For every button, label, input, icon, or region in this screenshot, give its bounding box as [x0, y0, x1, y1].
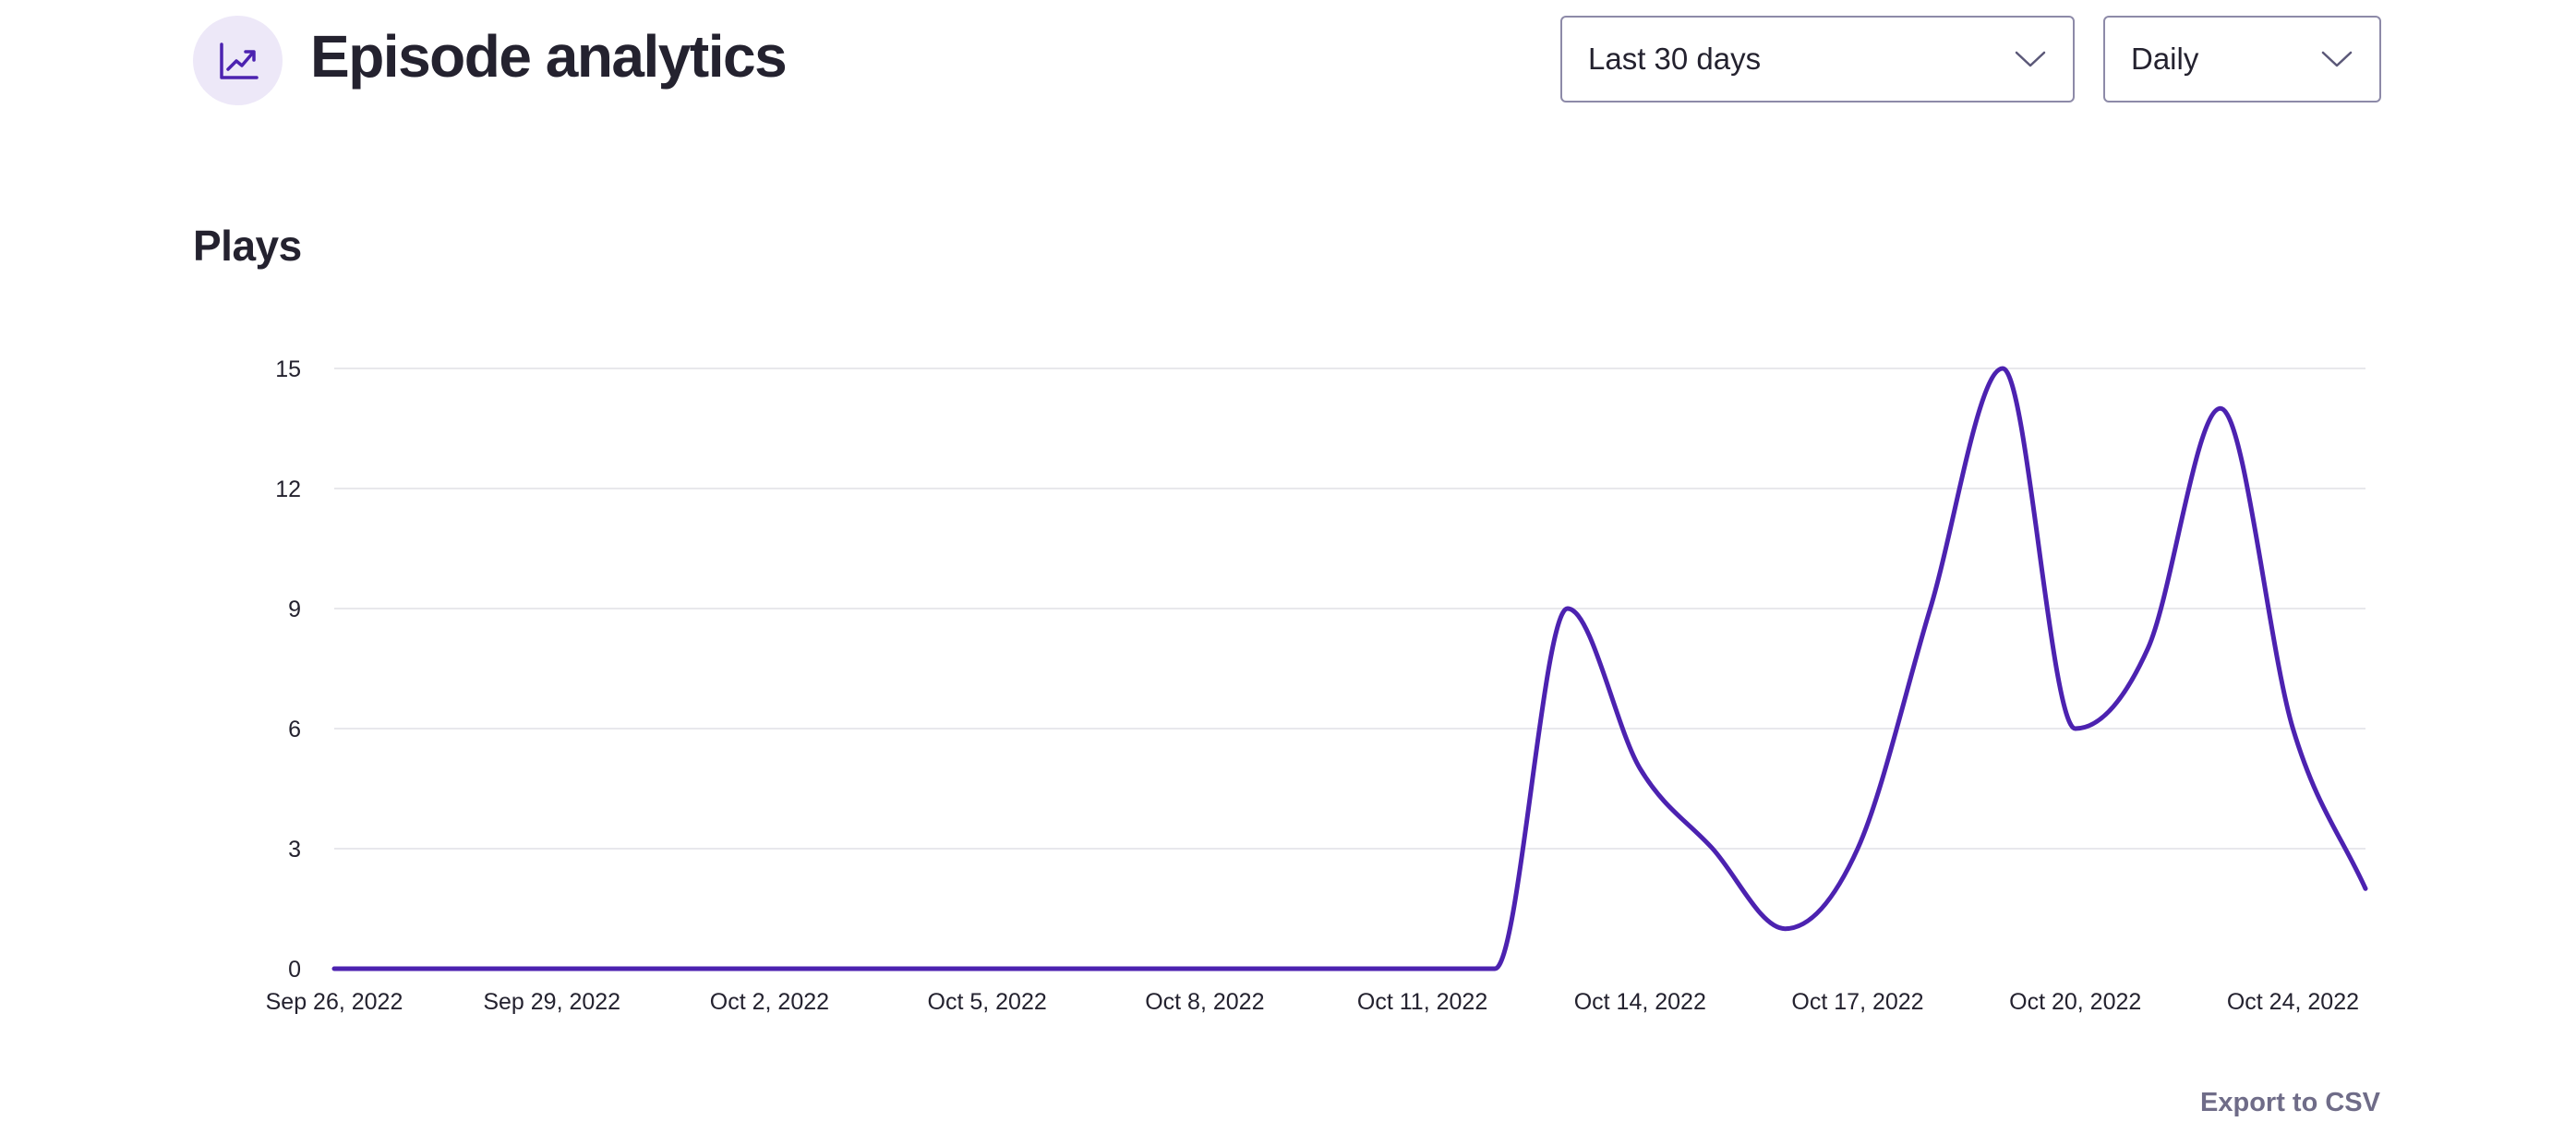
- x-tick-label: Oct 11, 2022: [1357, 989, 1487, 1015]
- trending-chart-icon: [219, 42, 259, 79]
- x-tick-label: Sep 26, 2022: [266, 989, 403, 1015]
- y-tick-label: 15: [275, 356, 301, 382]
- data-point: [1202, 967, 1207, 971]
- data-point: [912, 967, 917, 971]
- chevron-down-icon: [2015, 51, 2046, 67]
- data-point: [2146, 646, 2150, 651]
- x-tick-label: Oct 8, 2022: [1145, 989, 1264, 1015]
- data-point: [622, 967, 627, 971]
- x-tick-label: Oct 20, 2022: [2009, 989, 2141, 1015]
- page-title: Episode analytics: [310, 23, 788, 90]
- data-point: [1493, 967, 1498, 971]
- export-csv-link[interactable]: Export to CSV: [2200, 1088, 2380, 1117]
- data-point: [2364, 887, 2368, 891]
- data-point: [2073, 727, 2077, 731]
- data-point: [1057, 967, 1062, 971]
- chevron-down-icon: [2321, 51, 2353, 67]
- data-point: [1856, 847, 1860, 851]
- data-point: [840, 967, 845, 971]
- header-icon-badge: [193, 16, 283, 105]
- x-tick-label: Oct 17, 2022: [1791, 989, 1923, 1015]
- data-point: [1348, 967, 1353, 971]
- data-point: [1638, 766, 1643, 771]
- data-point: [1710, 847, 1715, 851]
- data-point: [1130, 967, 1135, 971]
- y-tick-label: 9: [288, 597, 301, 622]
- data-point: [404, 967, 409, 971]
- data-point: [1928, 607, 1932, 611]
- data-point: [1565, 607, 1570, 611]
- data-point: [1420, 967, 1425, 971]
- interval-select[interactable]: Daily: [2103, 16, 2381, 103]
- data-point: [2218, 406, 2222, 411]
- y-tick-label: 3: [288, 837, 301, 863]
- x-tick-label: Oct 2, 2022: [710, 989, 829, 1015]
- y-tick-label: 6: [288, 717, 301, 742]
- data-point: [1783, 926, 1788, 931]
- data-point: [549, 967, 554, 971]
- data-point: [985, 967, 990, 971]
- date-range-select-label: Last 30 days: [1588, 42, 1762, 76]
- x-tick-label: Oct 5, 2022: [928, 989, 1047, 1015]
- date-range-select[interactable]: Last 30 days: [1560, 16, 2075, 103]
- data-point: [477, 967, 482, 971]
- y-tick-label: 12: [275, 477, 301, 502]
- x-tick-label: Oct 24, 2022: [2227, 989, 2359, 1015]
- data-point: [767, 967, 772, 971]
- chart-title: Plays: [193, 222, 302, 270]
- data-point: [332, 967, 337, 971]
- data-point: [2291, 727, 2295, 731]
- x-tick-label: Sep 29, 2022: [483, 989, 620, 1015]
- data-point: [694, 967, 699, 971]
- data-point: [2001, 367, 2005, 371]
- plays-series-line: [331, 366, 2368, 971]
- y-tick-label: 0: [288, 957, 301, 983]
- data-point: [1275, 967, 1280, 971]
- interval-select-label: Daily: [2131, 42, 2199, 76]
- x-tick-label: Oct 14, 2022: [1574, 989, 1706, 1015]
